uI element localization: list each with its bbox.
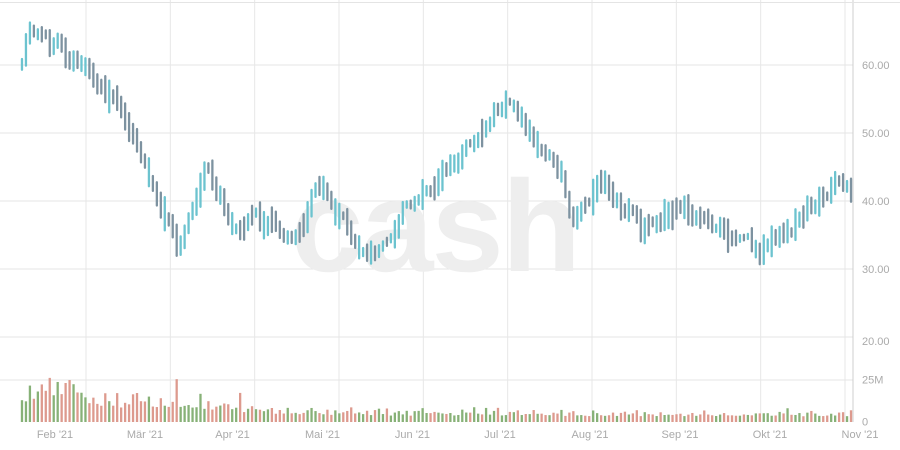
svg-text:50.00: 50.00 [862, 128, 890, 140]
svg-text:Jun '21: Jun '21 [395, 429, 430, 441]
svg-text:60.00: 60.00 [862, 60, 890, 72]
svg-text:Jul '21: Jul '21 [484, 429, 515, 441]
svg-text:25M: 25M [862, 375, 883, 387]
svg-text:0: 0 [862, 417, 868, 429]
svg-text:20.00: 20.00 [862, 336, 890, 348]
svg-text:Okt '21: Okt '21 [753, 429, 788, 441]
svg-text:Feb '21: Feb '21 [37, 429, 73, 441]
svg-text:Apr '21: Apr '21 [215, 429, 250, 441]
svg-text:40.00: 40.00 [862, 196, 890, 208]
svg-text:Mai '21: Mai '21 [305, 429, 340, 441]
svg-text:cash: cash [291, 153, 579, 299]
svg-text:Aug '21: Aug '21 [572, 429, 609, 441]
svg-text:Mär '21: Mär '21 [127, 429, 163, 441]
svg-text:30.00: 30.00 [862, 264, 890, 276]
svg-text:Nov '21: Nov '21 [842, 429, 879, 441]
svg-text:Sep '21: Sep '21 [662, 429, 699, 441]
